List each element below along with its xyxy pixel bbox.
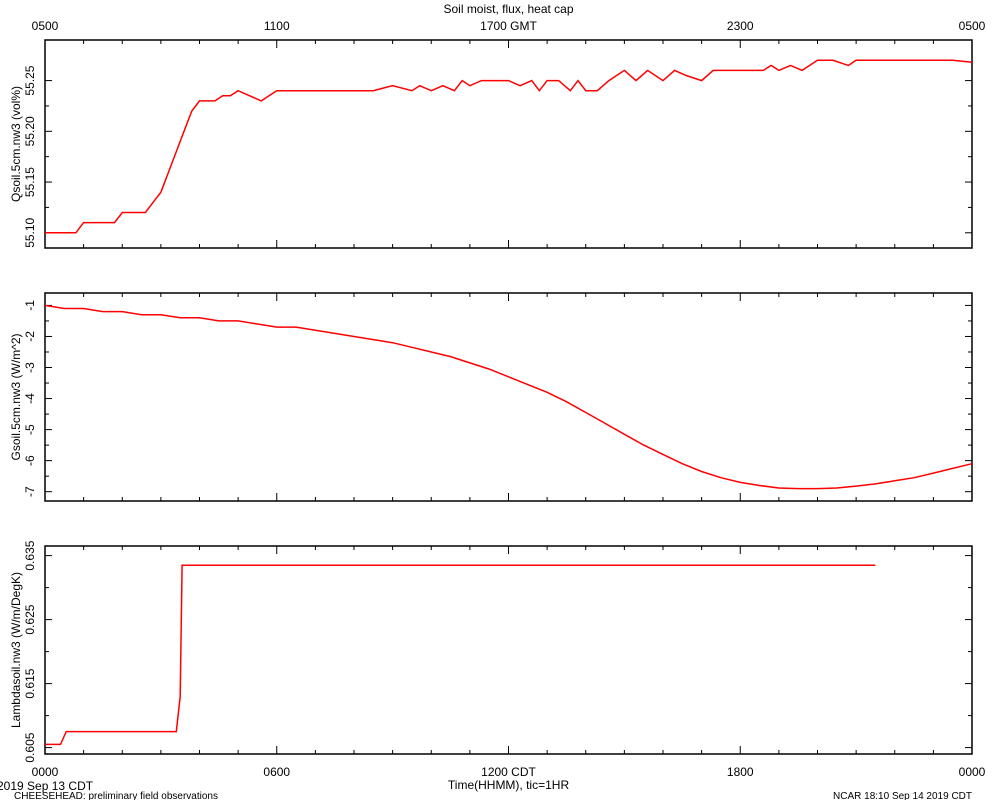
y-tick-label-gsoil: -6 — [23, 455, 37, 466]
y-tick-label-lambdasoil: 0.625 — [23, 604, 37, 634]
footer-project: CHEESEHEAD: preliminary field observatio… — [14, 791, 218, 800]
bottom-tick-label: 0000 — [959, 765, 986, 779]
series-line-lambdasoil — [45, 564, 876, 746]
y-tick-label-gsoil: -1 — [23, 300, 37, 311]
y-axis-label-gsoil: Gsoil.5cm.nw3 (W/m^2) — [9, 334, 23, 461]
top-tick-label: 1700 GMT — [480, 19, 537, 33]
bottom-tick-label: 0600 — [263, 765, 290, 779]
panel-frame-gsoil — [44, 292, 973, 502]
y-axis-label-lambdasoil: Lambdasoil.nw3 (W/m/DegK) — [9, 572, 23, 728]
bottom-tick-label: 1800 — [727, 765, 754, 779]
top-tick-label: 0500 — [959, 19, 986, 33]
series-line-qsoil — [45, 59, 973, 234]
panel-frame-lambdasoil — [44, 545, 973, 755]
panel-frame-qsoil — [44, 39, 973, 249]
bottom-tick-label: 0000 — [32, 765, 59, 779]
y-tick-label-gsoil: -4 — [23, 393, 37, 404]
y-tick-label-gsoil: -3 — [23, 362, 37, 373]
y-tick-label-lambdasoil: 0.605 — [23, 732, 37, 762]
y-tick-label-lambdasoil: 0.615 — [23, 668, 37, 698]
series-line-gsoil — [44, 304, 973, 490]
top-tick-label: 2300 — [727, 19, 754, 33]
y-tick-label-qsoil: 55.10 — [23, 217, 37, 247]
y-tick-label-qsoil: 55.25 — [23, 65, 37, 95]
y-tick-label-lambdasoil: 0.635 — [23, 540, 37, 570]
y-tick-label-gsoil: -7 — [23, 486, 37, 497]
top-tick-label: 1100 — [264, 19, 290, 33]
y-axis-label-qsoil: Qsoil.5cm.nw3 (vol%) — [9, 86, 23, 202]
chart-title: Soil moist, flux, heat cap — [443, 2, 573, 16]
footer-credit: NCAR 18:10 Sep 14 2019 CDT — [833, 791, 972, 800]
y-tick-label-qsoil: 55.20 — [23, 116, 37, 146]
footer-date: 2019 Sep 13 CDT — [0, 779, 94, 793]
top-tick-label: 0500 — [32, 19, 59, 33]
y-tick-label-qsoil: 55.15 — [23, 167, 37, 197]
y-tick-label-gsoil: -2 — [23, 331, 37, 342]
bottom-tick-label: 1200 CDT — [481, 765, 536, 779]
x-axis-label: Time(HHMM), tic=1HR — [448, 778, 570, 792]
y-tick-label-gsoil: -5 — [23, 424, 37, 435]
